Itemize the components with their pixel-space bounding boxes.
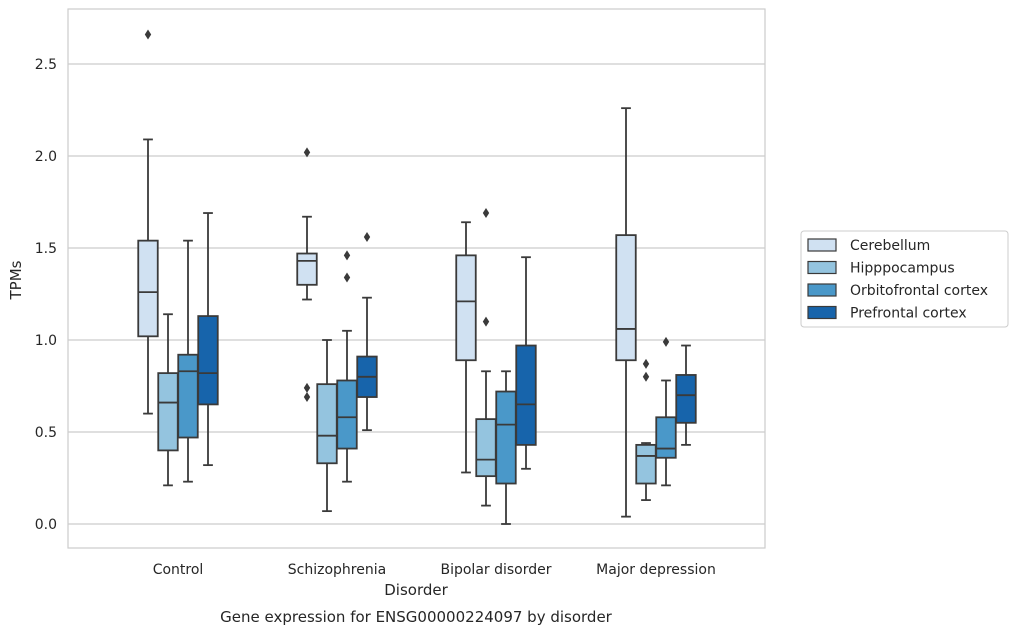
box-mark	[515, 256, 537, 470]
box-body	[495, 390, 517, 485]
outlier-point	[303, 392, 311, 403]
outlier-point	[343, 250, 351, 261]
box-body	[675, 374, 697, 424]
box-body	[336, 379, 358, 450]
box-body	[197, 315, 219, 406]
box-mark	[615, 107, 637, 518]
y-tick-label: 0.5	[35, 425, 57, 441]
chart-caption: Gene expression for ENSG00000224097 by d…	[220, 608, 613, 626]
box-body	[157, 372, 179, 452]
legend-label: Cerebellum	[850, 238, 930, 254]
box-mark	[336, 250, 358, 483]
box-mark	[475, 208, 497, 507]
x-tick-label: Control	[153, 562, 204, 578]
legend-swatch	[807, 305, 837, 320]
legend-swatch	[807, 238, 837, 252]
box-body	[615, 234, 637, 362]
y-tick-label: 0.0	[35, 517, 57, 533]
box-body	[296, 252, 318, 286]
outlier-point	[642, 371, 650, 382]
outlier-point	[303, 382, 311, 393]
box-mark	[356, 231, 378, 432]
y-tick-label: 2.0	[35, 149, 57, 165]
box-mark	[137, 29, 159, 415]
outlier-point	[482, 316, 490, 327]
box-series	[137, 29, 697, 525]
series-group	[137, 29, 637, 518]
outlier-point	[642, 358, 650, 369]
box-mark	[655, 336, 677, 487]
series-group	[157, 208, 657, 513]
box-body	[177, 353, 199, 439]
series-group	[177, 239, 677, 525]
y-tick-label: 1.5	[35, 241, 57, 257]
box-body	[137, 239, 159, 338]
x-tick-label: Schizophrenia	[288, 562, 386, 578]
legend: Cerebellum Hipppocampus Orbitofrontal cort…	[800, 230, 1009, 328]
outlier-point	[363, 231, 371, 242]
box-body	[316, 383, 338, 465]
box-mark	[675, 344, 697, 446]
box-body	[655, 416, 677, 459]
y-tick-labels: 0.0 0.5 1.0 1.5 2.0 2.5	[35, 57, 57, 533]
box-body	[455, 254, 477, 362]
legend-label: Hipppocampus	[850, 261, 955, 277]
legend-label: Prefrontal cortex	[850, 306, 967, 322]
outlier-point	[343, 272, 351, 283]
outlier-point	[303, 147, 311, 158]
y-tick-label: 2.5	[35, 57, 57, 73]
x-tick-label: Bipolar disorder	[440, 562, 551, 578]
series-group	[197, 212, 697, 470]
box-mark	[635, 358, 657, 501]
outlier-point	[482, 208, 490, 219]
x-axis-label: Disorder	[384, 581, 448, 599]
box-mark	[197, 212, 219, 467]
outlier-point	[662, 336, 670, 347]
box-body	[515, 344, 537, 446]
y-tick-label: 1.0	[35, 333, 57, 349]
outlier-point	[144, 29, 152, 40]
box-body	[475, 418, 497, 478]
plot-area	[67, 8, 766, 549]
legend-frame	[800, 230, 1009, 328]
x-tick-label: Major depression	[596, 562, 716, 578]
x-tick-labels: Control Schizophrenia Bipolar disorder Majo…	[153, 562, 716, 578]
legend-swatch	[807, 283, 837, 297]
legend-label: Orbitofrontal cortex	[850, 283, 988, 299]
box-mark	[296, 147, 318, 403]
y-axis-label: TPMs	[7, 260, 25, 300]
box-mark	[455, 221, 477, 474]
box-body	[635, 443, 657, 485]
legend-swatch	[807, 260, 837, 275]
